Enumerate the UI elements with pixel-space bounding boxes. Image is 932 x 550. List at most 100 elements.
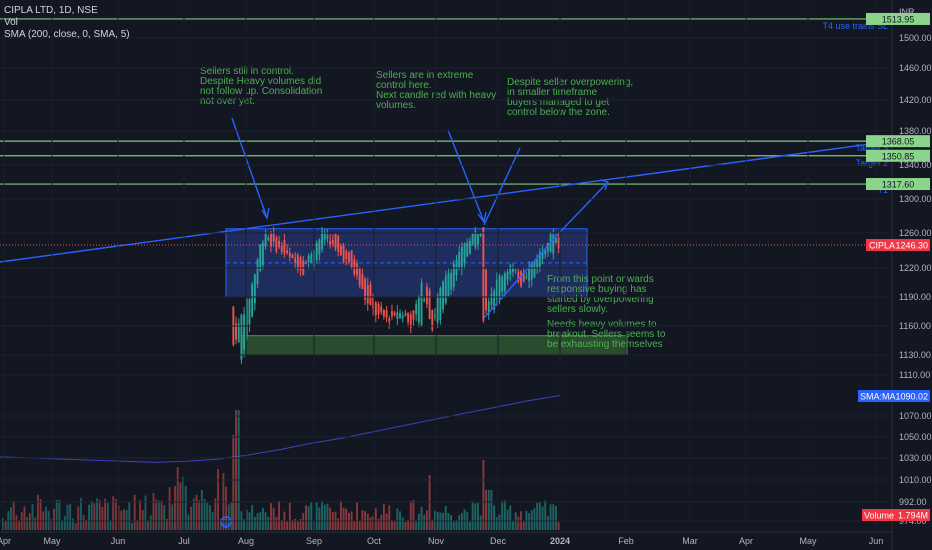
volume-bar xyxy=(214,498,217,530)
candle-body xyxy=(299,257,302,271)
level-tag-text: 1350.85 xyxy=(882,151,915,161)
candle-body xyxy=(468,240,471,254)
sma-label[interactable]: SMA (200, close, 0, SMA, 5) xyxy=(4,29,130,40)
volume-tag xyxy=(862,509,930,521)
x-tick-label: 2024 xyxy=(550,536,570,546)
candle-body xyxy=(272,232,275,242)
volume-bar xyxy=(444,505,447,530)
volume-bar xyxy=(280,520,283,530)
trend-drawings[interactable]: D xyxy=(0,117,893,528)
vol-label[interactable]: Vol xyxy=(4,17,18,28)
sma-line xyxy=(0,395,561,463)
x-tick-label: May xyxy=(43,536,61,546)
y-tick-label: 1070.00 xyxy=(899,411,932,421)
volume-tag-label: Volume xyxy=(864,511,894,521)
volume-bar xyxy=(90,500,93,530)
volume-bar xyxy=(458,515,461,530)
volume-bar xyxy=(493,505,496,530)
rising-channel-line xyxy=(483,231,561,319)
candle-body xyxy=(552,234,555,254)
candle-body xyxy=(374,302,377,316)
volume-bar xyxy=(323,504,326,530)
volume-bar xyxy=(34,517,37,530)
x-tick-label: Sep xyxy=(306,536,322,546)
volume-bar xyxy=(544,500,547,530)
volume-bar xyxy=(555,505,557,530)
level-name: Target 2 xyxy=(855,158,888,168)
candle-body xyxy=(401,315,404,319)
candle-body xyxy=(348,252,350,263)
candle-body xyxy=(283,240,286,254)
volume-bar xyxy=(450,514,453,530)
last-price-tag xyxy=(866,238,930,251)
volume-bar xyxy=(307,506,310,530)
sma-layer xyxy=(0,395,561,463)
volume-bar xyxy=(342,507,345,530)
candle-body xyxy=(536,259,539,269)
volume-bar xyxy=(401,517,404,530)
volume-bar xyxy=(88,504,90,530)
candle-body xyxy=(498,275,501,299)
volume-bar xyxy=(82,515,85,530)
y-tick-label: 1110.00 xyxy=(899,370,930,380)
volume-bar xyxy=(372,515,375,530)
candle-body xyxy=(372,298,375,309)
volume-bar xyxy=(243,519,246,530)
volume-bar xyxy=(425,510,428,530)
candle-body xyxy=(557,237,560,249)
last-price-value: 1246.30 xyxy=(895,240,928,250)
symbol-line[interactable]: CIPLA LTD, 1D, NSE xyxy=(4,5,98,16)
candle-body xyxy=(512,267,514,273)
candle-body xyxy=(434,314,436,318)
volume-bar xyxy=(66,504,69,530)
volume-bar xyxy=(393,520,396,530)
candle-body xyxy=(342,245,345,263)
candle-body xyxy=(447,273,450,297)
annotation-line: started by overpowering xyxy=(547,294,654,305)
x-tick-label: Oct xyxy=(367,536,382,546)
candle-body xyxy=(482,227,485,322)
x-tick-label: Mar xyxy=(682,536,698,546)
candle-body xyxy=(455,259,458,275)
volume-bar xyxy=(388,505,391,530)
x-tick-label: Jun xyxy=(869,536,884,546)
volume-bar xyxy=(219,518,222,530)
volume-bar xyxy=(36,494,39,530)
volume-bar xyxy=(270,503,272,530)
candle-body xyxy=(331,239,334,244)
volume-bar xyxy=(63,515,66,530)
volume-bar xyxy=(321,500,324,530)
volume-bar xyxy=(286,521,289,530)
candle-body xyxy=(425,286,428,305)
annotations[interactable]: Sellers still in control. Despite Heavy v… xyxy=(200,66,666,350)
annotation-text: From this point onwards responsive buying… xyxy=(547,274,654,315)
volume-bar xyxy=(468,521,471,530)
volume-bar xyxy=(136,520,139,530)
volume-bar xyxy=(58,500,61,530)
volume-bar xyxy=(447,513,450,530)
annotation-text: Needs heavy volumes to breakout. Sellers … xyxy=(547,319,666,350)
volume-bar xyxy=(326,503,329,530)
candle-body xyxy=(259,244,262,271)
volume-bar xyxy=(487,490,490,530)
candle-body xyxy=(329,240,332,245)
volume-bar xyxy=(147,521,150,530)
volume-bar xyxy=(174,486,176,530)
y-tick-label: 1050.00 xyxy=(899,432,932,442)
candle-body xyxy=(270,232,272,247)
volume-bar xyxy=(495,516,498,530)
candle-body xyxy=(388,318,391,322)
y-tick-label: 1260.00 xyxy=(899,228,932,238)
candle-body xyxy=(471,234,474,245)
volume-bar xyxy=(245,509,248,530)
x-tick-label: Apr xyxy=(0,536,11,546)
volume-bar xyxy=(509,505,512,530)
volume-bar xyxy=(318,507,321,530)
candle-body xyxy=(393,312,396,315)
volume-bar xyxy=(117,505,120,530)
volume-bar xyxy=(288,502,291,530)
annotation-line: control here. xyxy=(376,80,432,91)
